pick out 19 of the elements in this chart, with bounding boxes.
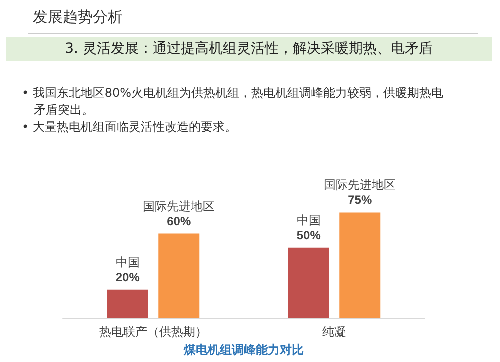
bar [340,212,381,318]
bar [288,248,330,318]
bar [158,234,200,318]
x-tick-label: 热电联产（供热期） [100,325,208,339]
text: 国际先进地区 [324,178,396,192]
data-label: 50% [296,228,322,242]
text: • 我国东北地区80%火电机组为供热机组，热电机组调峰能力较弱，供暖期热电矛盾突出。 [22,85,445,119]
bar [107,290,148,318]
data-label: 20% [116,270,140,284]
text: • 大量热电机组面临灵活性改造的要求。 [22,119,238,136]
data-label: 75% [348,193,372,208]
chart-subtitle: 3. 灵活发展：通过提高机组灵活性，解决采暖期热、电矛盾 [6,37,492,61]
text: 国际先进地区 [143,199,216,214]
x-tick-label: 纯凝 [322,325,346,339]
chart-title: 发展趋势分析 [33,8,123,27]
x-axis-title: 煤电机组调峰能力对比 [183,343,304,357]
series-label: 中国 [116,255,140,270]
text: 中国 [296,213,321,228]
data-label: 60% [167,214,192,228]
